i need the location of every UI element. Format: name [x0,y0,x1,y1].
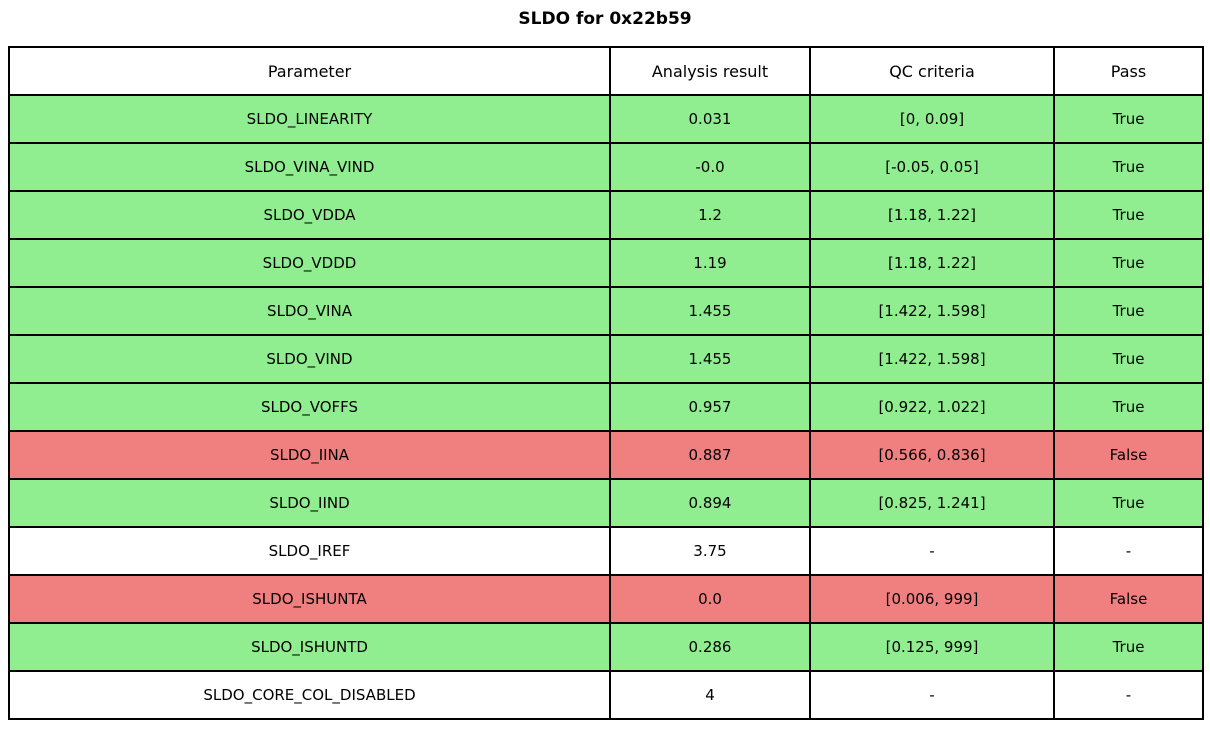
table-row: SLDO_VIND 1.455 [1.422, 1.598] True [8,334,1204,384]
column-header-parameter: Parameter [8,46,611,96]
column-header-qc-criteria: QC criteria [809,46,1055,96]
cell-qc-criteria: [1.422, 1.598] [809,286,1055,336]
cell-analysis-result: 3.75 [609,526,811,576]
cell-pass: - [1053,670,1204,720]
cell-parameter: SLDO_VOFFS [8,382,611,432]
cell-parameter: SLDO_LINEARITY [8,94,611,144]
cell-parameter: SLDO_VIND [8,334,611,384]
cell-qc-criteria: [0, 0.09] [809,94,1055,144]
cell-pass: True [1053,382,1204,432]
table-row: SLDO_VINA 1.455 [1.422, 1.598] True [8,286,1204,336]
cell-parameter: SLDO_VINA_VIND [8,142,611,192]
table-header-row: Parameter Analysis result QC criteria Pa… [8,46,1204,96]
sldo-results-table: Parameter Analysis result QC criteria Pa… [8,46,1204,720]
cell-qc-criteria: - [809,526,1055,576]
cell-pass: False [1053,430,1204,480]
cell-parameter: SLDO_IINA [8,430,611,480]
cell-pass: True [1053,286,1204,336]
cell-parameter: SLDO_ISHUNTA [8,574,611,624]
table-row: SLDO_VDDA 1.2 [1.18, 1.22] True [8,190,1204,240]
table-row: SLDO_IREF 3.75 - - [8,526,1204,576]
cell-parameter: SLDO_VDDA [8,190,611,240]
cell-analysis-result: 0.0 [609,574,811,624]
cell-pass: False [1053,574,1204,624]
cell-pass: - [1053,526,1204,576]
table-row: SLDO_VINA_VIND -0.0 [-0.05, 0.05] True [8,142,1204,192]
cell-pass: True [1053,142,1204,192]
cell-qc-criteria: [0.825, 1.241] [809,478,1055,528]
table-row: SLDO_IIND 0.894 [0.825, 1.241] True [8,478,1204,528]
table-row: SLDO_VOFFS 0.957 [0.922, 1.022] True [8,382,1204,432]
cell-analysis-result: 0.957 [609,382,811,432]
cell-qc-criteria: [0.006, 999] [809,574,1055,624]
cell-parameter: SLDO_VINA [8,286,611,336]
page-title: SLDO for 0x22b59 [518,9,692,29]
cell-parameter: SLDO_VDDD [8,238,611,288]
table-row: SLDO_LINEARITY 0.031 [0, 0.09] True [8,94,1204,144]
cell-pass: True [1053,238,1204,288]
cell-analysis-result: 0.031 [609,94,811,144]
cell-pass: True [1053,478,1204,528]
cell-qc-criteria: [1.18, 1.22] [809,190,1055,240]
cell-analysis-result: 4 [609,670,811,720]
table-row: SLDO_CORE_COL_DISABLED 4 - - [8,670,1204,720]
table-row: SLDO_ISHUNTD 0.286 [0.125, 999] True [8,622,1204,672]
table-row: SLDO_VDDD 1.19 [1.18, 1.22] True [8,238,1204,288]
cell-pass: True [1053,190,1204,240]
cell-qc-criteria: [0.125, 999] [809,622,1055,672]
cell-qc-criteria: [1.18, 1.22] [809,238,1055,288]
cell-qc-criteria: - [809,670,1055,720]
table-row: SLDO_ISHUNTA 0.0 [0.006, 999] False [8,574,1204,624]
cell-analysis-result: 1.455 [609,334,811,384]
cell-analysis-result: -0.0 [609,142,811,192]
cell-parameter: SLDO_CORE_COL_DISABLED [8,670,611,720]
cell-analysis-result: 1.19 [609,238,811,288]
cell-pass: True [1053,622,1204,672]
cell-analysis-result: 0.887 [609,430,811,480]
column-header-pass: Pass [1053,46,1204,96]
cell-analysis-result: 1.455 [609,286,811,336]
cell-analysis-result: 0.894 [609,478,811,528]
cell-pass: True [1053,334,1204,384]
cell-analysis-result: 0.286 [609,622,811,672]
cell-qc-criteria: [-0.05, 0.05] [809,142,1055,192]
column-header-analysis-result: Analysis result [609,46,811,96]
cell-pass: True [1053,94,1204,144]
cell-parameter: SLDO_ISHUNTD [8,622,611,672]
cell-analysis-result: 1.2 [609,190,811,240]
cell-qc-criteria: [0.566, 0.836] [809,430,1055,480]
cell-parameter: SLDO_IIND [8,478,611,528]
cell-qc-criteria: [1.422, 1.598] [809,334,1055,384]
cell-qc-criteria: [0.922, 1.022] [809,382,1055,432]
cell-parameter: SLDO_IREF [8,526,611,576]
table-row: SLDO_IINA 0.887 [0.566, 0.836] False [8,430,1204,480]
